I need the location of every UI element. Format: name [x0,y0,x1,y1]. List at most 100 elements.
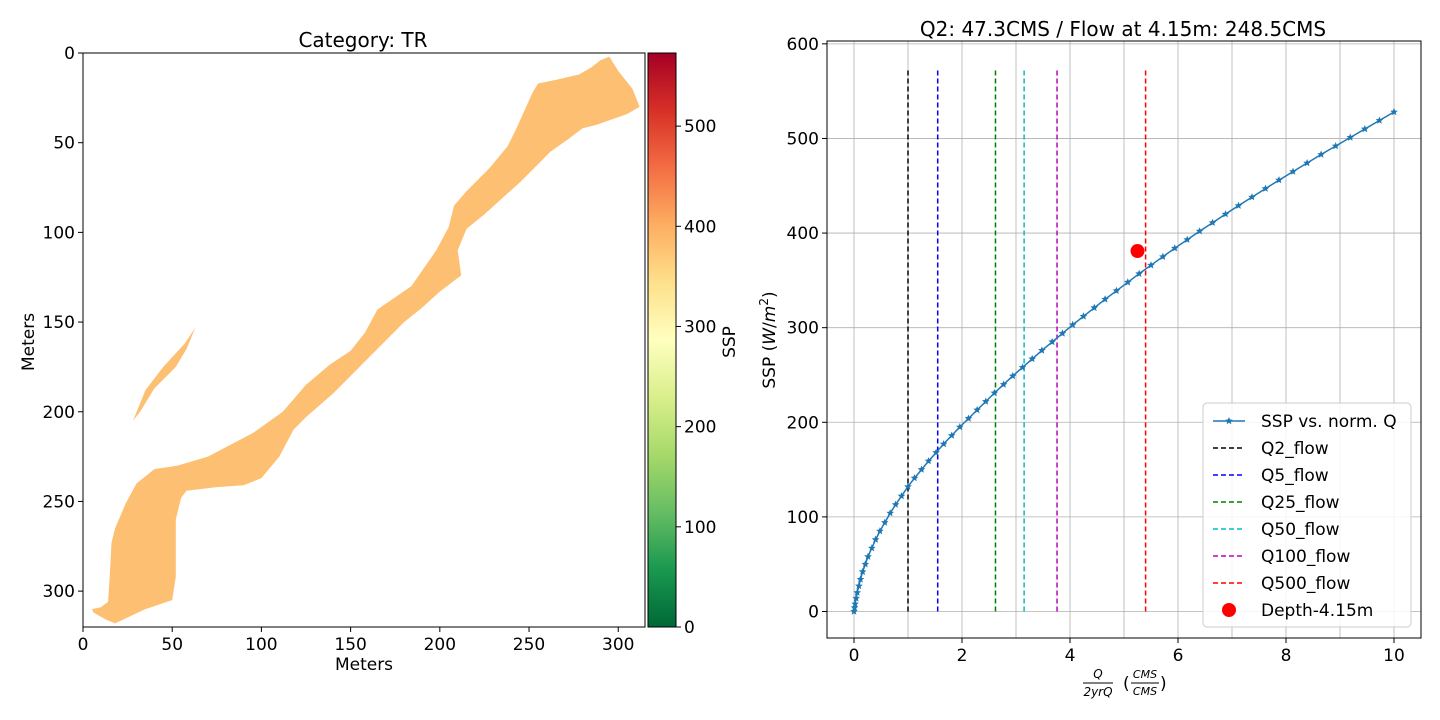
line-chart-panel: Q2: 47.3CMS / Flow at 4.15m: 248.5CMS 0 2… [757,17,1422,699]
colorbar-tick-label: 100 [684,518,716,538]
legend-label-q50-flow: Q50_flow [1261,520,1340,540]
svg-text:): ) [1160,674,1167,694]
ssp-series-point [1018,363,1027,371]
ssp-series-point [1068,320,1077,329]
ssp-series-point [886,509,894,517]
heatmap-x-ticks: 0 50 100 150 200 250 300 [78,627,634,655]
line-chart-x-tick-label: 8 [1281,646,1292,666]
svg-text:CMS: CMS [1133,668,1157,681]
legend: SSP vs. norm. Q Q2_flow Q5_flow Q25_flow Q50… [1202,402,1412,628]
line-chart-y-tick-label: 300 [787,319,819,339]
heatmap-x-axis-label: Meters [335,655,393,675]
legend-label-q25-flow: Q25_flow [1261,493,1340,513]
svg-text:(: ( [1123,674,1130,694]
ssp-series-point [1112,286,1121,294]
heatmap-axes-frame [82,52,646,628]
legend-label-depth-4-15m: Depth-4.15m [1261,601,1373,621]
heatmap-y-tick-label: 50 [53,134,75,154]
heatmap-x-tick-label: 100 [245,635,277,655]
colorbar-gradient [647,52,677,628]
line-chart-y-ticks: 0 100 200 300 400 500 600 [787,35,827,623]
ssp-series-point [973,406,981,414]
ssp-series-point [939,440,948,448]
ssp-series-point [910,474,919,482]
ssp-series-point [999,380,1008,388]
ssp-series-point [1079,312,1088,320]
ssp-series-point [1221,210,1230,218]
ssp-series-point [852,594,860,602]
legend-label-q100-flow: Q100_flow [1261,547,1350,567]
ssp-series-point [1048,337,1056,346]
line-chart-x-ticks: 0 2 4 6 8 10 [849,638,1405,666]
ssp-series-point [868,544,876,552]
line-chart-x-tick-label: 10 [1383,646,1405,666]
ssp-series-point [855,582,863,590]
ssp-series-point [1147,261,1155,269]
heatmap-panel: Category: TR 0 50 100 150 200 250 300 0 50 100 15… [19,28,646,675]
ssp-series-point [1317,150,1325,158]
ssp-series-point [861,560,870,568]
line-chart-y-tick-label: 100 [787,508,819,528]
line-chart-y-tick-label: 600 [787,35,819,55]
heatmap-y-ticks: 0 50 100 150 200 250 300 [43,44,83,602]
ssp-series-point [897,492,906,500]
ssp-series-point [1183,235,1191,243]
heatmap-x-tick-label: 200 [424,635,456,655]
ssp-series-point [1261,184,1270,192]
depth-point [1130,244,1145,259]
ssp-series-point [850,607,858,615]
heatmap-y-tick-label: 200 [43,403,75,423]
ssp-series-point [891,500,900,508]
line-chart-x-tick-label: 4 [1065,646,1076,666]
ssp-series-point [1058,329,1067,337]
ssp-series-point [853,588,861,596]
ssp-series-point [956,423,964,431]
heatmap-y-tick-label: 100 [43,223,75,243]
ssp-series-point [982,397,990,405]
heatmap-sliver-region [133,327,196,421]
ssp-series-point [1331,142,1340,150]
ssp-series-point [990,389,999,397]
legend-swatch-depth-4-15m [1222,603,1236,617]
line-chart-title: Q2: 47.3CMS / Flow at 4.15m: 248.5CMS [920,17,1326,41]
ssp-series-point [1195,227,1204,235]
line-chart-y-tick-label: 0 [808,603,819,623]
heatmap-main-region [91,56,640,624]
ssp-series-point [881,518,889,526]
ssp-series-point [1124,278,1132,286]
line-chart-y-axis-label: SSP (W/m2) [757,291,780,388]
ssp-series-point [858,567,867,575]
line-chart-y-tick-label: 400 [787,224,819,244]
heatmap-x-tick-label: 50 [161,635,183,655]
ssp-series-point [1208,218,1217,226]
heatmap-x-tick-label: 250 [513,635,545,655]
legend-box [1202,402,1412,628]
line-chart-x-tick-label: 2 [957,646,968,666]
ssp-series-point [917,465,926,473]
heatmap-y-axis-label: Meters [19,313,39,371]
ssp-series-point [1275,176,1283,184]
ssp-series-point [871,535,880,543]
heatmap-y-tick-label: 300 [43,582,75,602]
colorbar-tick-label: 400 [684,217,716,237]
line-chart-y-tick-label: 500 [787,129,819,149]
ssp-series-point [1390,108,1398,116]
line-chart-x-tick-label: 0 [849,646,860,666]
line-chart-x-axis-label: Q 2yrQ ( CMS CMS ) [1083,667,1167,699]
colorbar-ticks: 0 100 200 300 400 500 [676,117,716,638]
ssp-series-point [1289,167,1297,175]
legend-label-ssp-vs-norm-q: SSP vs. norm. Q [1261,412,1397,432]
heatmap-y-tick-label: 250 [43,492,75,512]
ssp-series-point [1009,371,1017,380]
heatmap-title: Category: TR [298,28,427,52]
ssp-series-point [1248,193,1256,201]
ssp-series [850,108,1398,615]
heatmap-plot-area [91,56,640,624]
ssp-series-point [1234,201,1243,209]
svg-text:Q: Q [1093,667,1102,681]
ssp-series-point [1101,295,1109,303]
ssp-series-point [904,482,912,490]
ssp-series-point [1028,354,1036,363]
flow-reference-lines [907,69,1147,612]
